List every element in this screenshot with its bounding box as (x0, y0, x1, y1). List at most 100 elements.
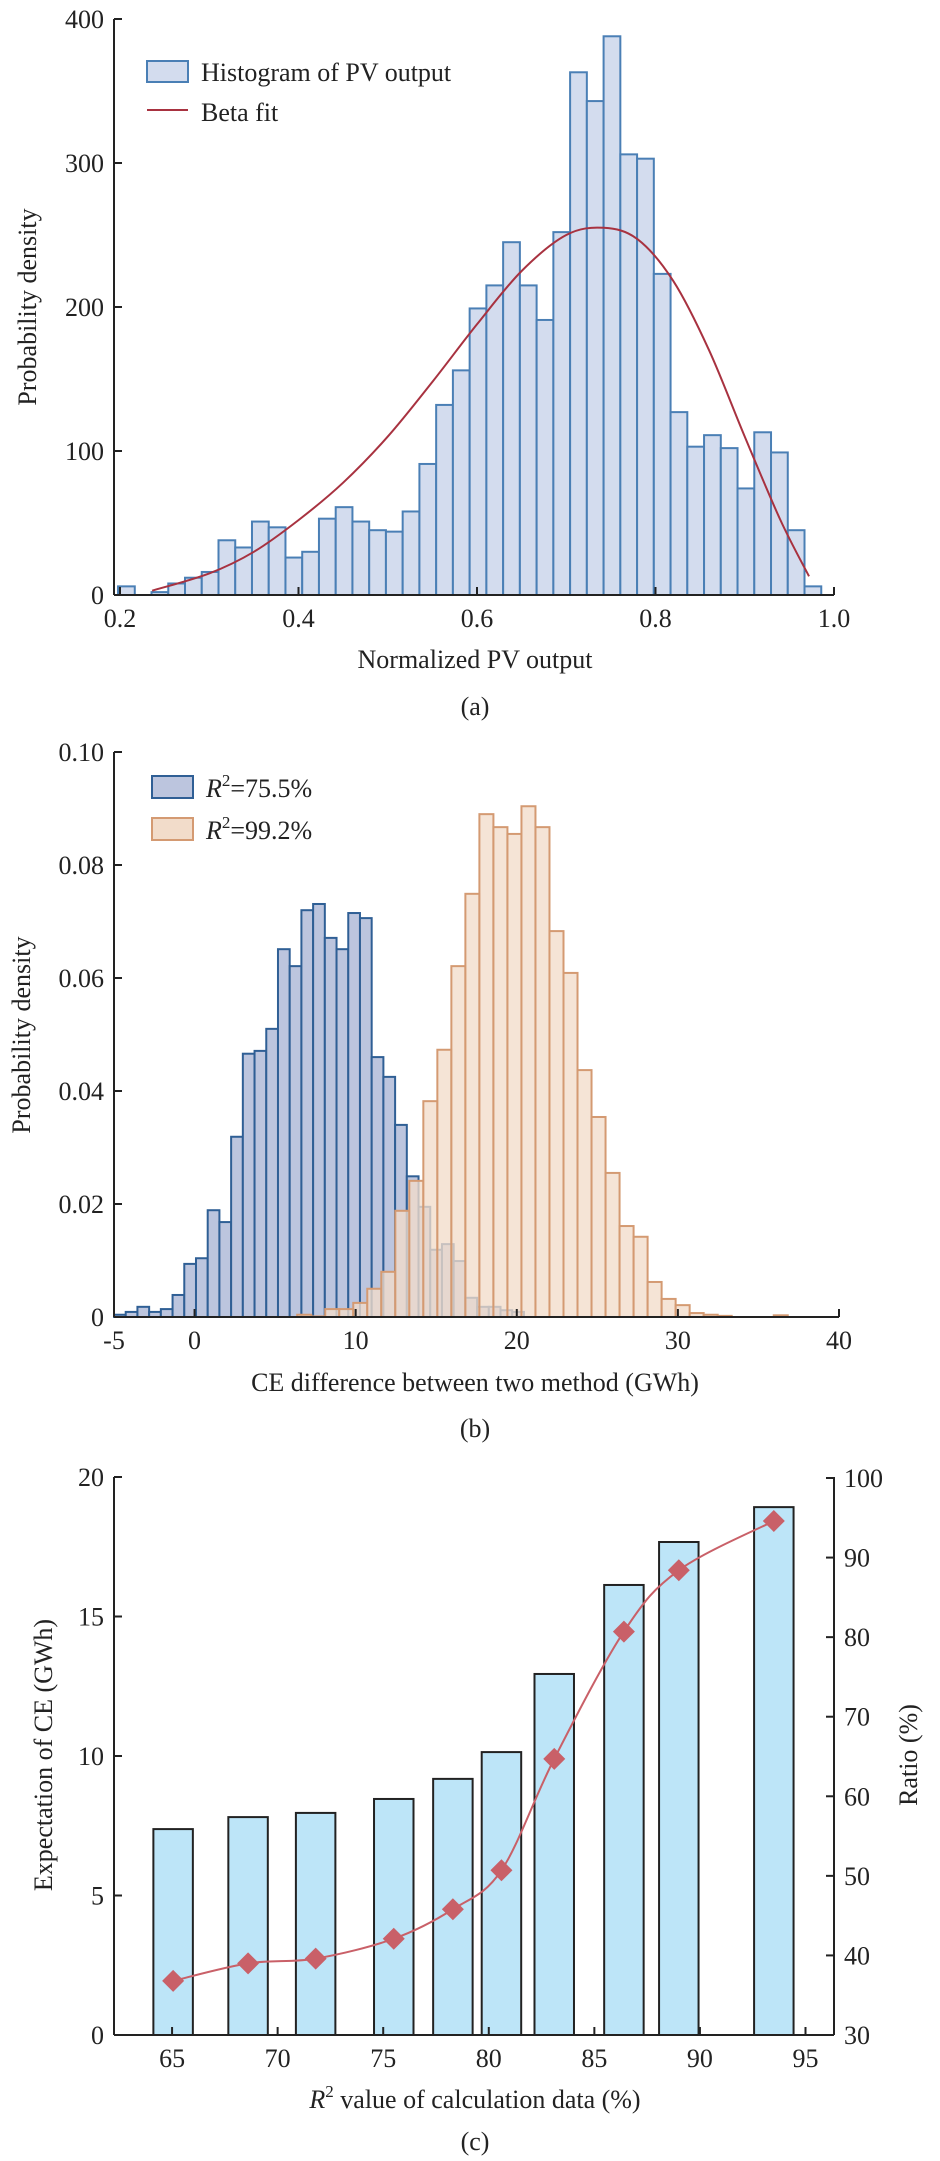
a-histogram-bar (284, 556, 304, 596)
c-ratio-marker (382, 1927, 405, 1950)
c-x-tick-label: 80 (476, 2044, 502, 2073)
b-histogram-bar (276, 948, 291, 1318)
c-y-right-tick-label: 40 (844, 1941, 870, 1970)
b-histogram-bar (241, 1052, 256, 1318)
a-histogram-bar (602, 35, 622, 596)
a-histogram-bar (669, 411, 689, 596)
b-x-tick-label: 20 (504, 1326, 530, 1355)
c-y-right-tick-label: 80 (844, 1623, 870, 1652)
b-histogram-bar (171, 1293, 186, 1318)
b-y-tick-label: 0 (91, 1303, 104, 1332)
a-histogram-bar (435, 403, 454, 597)
b-legend-value: =75.5% (230, 774, 312, 803)
a-histogram-bar (502, 241, 521, 596)
a-histogram-bar (552, 231, 572, 596)
b-histogram-bar (358, 917, 373, 1318)
a-histogram-bar (736, 487, 756, 596)
b-histogram-bar (253, 1049, 268, 1318)
c-ratio-marker (762, 1509, 785, 1532)
a-histogram-bar (652, 272, 672, 596)
a-y-tick-label: 400 (65, 5, 104, 34)
c-ratio-marker (490, 1859, 513, 1882)
b-x-tick-label: -5 (103, 1326, 125, 1355)
c-y-right-tick-label: 60 (844, 1782, 870, 1811)
c-x-axis-title: R2 value of calculation data (%) (308, 2082, 640, 2114)
b-histogram-bar (194, 1257, 209, 1318)
b-legend-swatch-75-5 (151, 775, 194, 799)
b-histogram-bar (506, 832, 523, 1318)
b-axes: 00.020.040.060.080.10-5 0 10 20 30 40 (59, 738, 853, 1355)
b-histogram-bar (660, 1297, 677, 1319)
a-histogram-bar (317, 517, 337, 596)
chart-b: 00.020.040.060.080.10-5 0 10 20 30 40 R2=75.5… (7, 738, 852, 1443)
c-y-tick-label: 15 (78, 1603, 104, 1632)
b-histogram-bar (590, 1115, 607, 1318)
a-legend-histogram-label: Histogram of PV output (201, 58, 452, 87)
c-x-tick-label: 95 (792, 2044, 818, 2073)
c-ratio-marker (543, 1747, 566, 1770)
c-y-tick-label: 0 (91, 2021, 104, 2050)
c-ratio-marker (237, 1952, 260, 1975)
a-y-axis-title: Probability density (13, 208, 42, 405)
b-histogram-bar (492, 826, 509, 1319)
a-x-tick-label: 0.6 (461, 604, 494, 633)
c-ratio-marker (441, 1898, 464, 1921)
c-caption: (c) (461, 2127, 490, 2156)
b-x-tick-label: 40 (826, 1326, 852, 1355)
c-y-tick-label: 20 (78, 1463, 104, 1492)
b-x-axis-title: CE difference between two method (GWh) (251, 1368, 699, 1397)
b-histogram-bar (366, 1287, 383, 1318)
c-y-right-axis-title: Ratio (%) (894, 1704, 923, 1806)
a-histogram-bar (351, 520, 371, 596)
c-bar (533, 1672, 575, 2036)
chart-a: 0 100 200 300 400 0.2 0.4 0.6 0.8 1.0 Histogram o… (13, 5, 850, 721)
a-y-tick-label: 200 (65, 293, 104, 322)
b-x-tick-label: 10 (343, 1326, 369, 1355)
b-y-tick-label: 0.06 (59, 964, 105, 993)
b-legend-swatch-99-2 (151, 817, 194, 841)
a-x-tick-label: 0.4 (282, 604, 315, 633)
b-histogram-bar (646, 1280, 663, 1318)
a-caption: (a) (461, 692, 490, 721)
a-histogram-bar (267, 526, 287, 597)
b-y-axis-title: Probability density (7, 936, 36, 1133)
b-histogram-bar (394, 1209, 411, 1319)
b-histogram-bar (576, 1069, 593, 1318)
a-beta-fit-line (151, 226, 810, 592)
b-histogram-bar (338, 1308, 355, 1318)
a-histogram-bar (569, 71, 588, 596)
b-histogram-bar (288, 965, 303, 1318)
a-legend: Histogram of PV output Beta fit (146, 58, 452, 127)
b-histogram-bar (548, 930, 565, 1318)
c-bar (753, 1506, 795, 2036)
a-histogram-bar (585, 100, 605, 597)
a-histogram-bar (518, 284, 538, 596)
b-legend-value: =99.2% (230, 816, 312, 845)
a-y-tick-label: 100 (65, 437, 104, 466)
a-histogram-bar (686, 445, 706, 596)
c-y-right-tick-label: 90 (844, 1544, 870, 1573)
c-axes: 0 5 10 15 20 65 70 75 80 85 90 95 30 40 50 60 70 80 90 100 (78, 1463, 883, 2073)
b-histogram-bar (478, 813, 495, 1319)
c-ratio-marker (612, 1620, 635, 1643)
b-histogram-bar (300, 909, 315, 1318)
b-legend-label-99-2: R2=99.2% (205, 813, 312, 845)
c-ratio-marker (667, 1559, 690, 1582)
a-y-tick-label: 300 (65, 149, 104, 178)
b-histogram-bar (520, 805, 537, 1318)
c-x-tick-label: 75 (370, 2044, 396, 2073)
a-histogram-bar (703, 434, 722, 596)
c-x-tick-label: 90 (687, 2044, 713, 2073)
c-x-tick-label: 70 (265, 2044, 291, 2073)
a-x-tick-label: 1.0 (818, 604, 851, 633)
b-histogram-bar (450, 965, 467, 1318)
b-legend: R2=75.5% R2=99.2% (151, 771, 312, 845)
c-y-right-tick-label: 100 (844, 1464, 883, 1493)
a-histogram-bar (770, 451, 789, 596)
a-histogram-bar (384, 530, 404, 597)
b-legend-r: R (205, 816, 222, 845)
a-histogram-bar (535, 318, 555, 596)
c-bar (603, 1583, 645, 2037)
a-histogram-bar (301, 550, 320, 596)
b-histogram-bar (436, 1048, 453, 1318)
